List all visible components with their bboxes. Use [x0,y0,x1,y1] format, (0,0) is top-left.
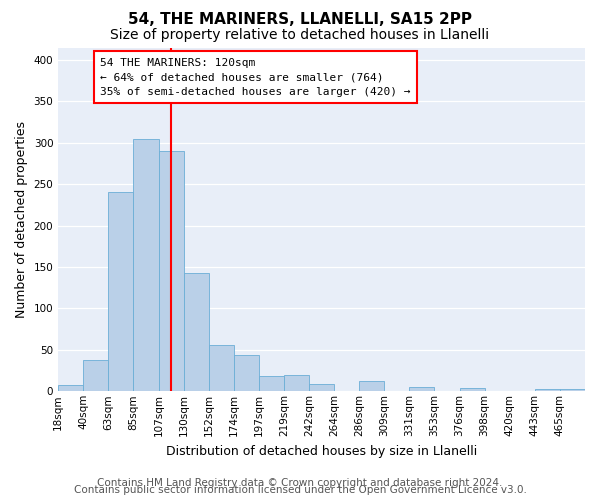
Bar [460,388,485,392]
Bar [109,192,133,392]
Bar [58,384,83,392]
Text: Size of property relative to detached houses in Llanelli: Size of property relative to detached ho… [110,28,490,42]
Bar [284,374,309,392]
Bar [234,355,259,392]
Bar [158,151,184,392]
Bar [309,384,334,392]
Bar [209,345,234,392]
Bar [359,382,385,392]
Text: Contains public sector information licensed under the Open Government Licence v3: Contains public sector information licen… [74,485,526,495]
Text: 54, THE MARINERS, LLANELLI, SA15 2PP: 54, THE MARINERS, LLANELLI, SA15 2PP [128,12,472,28]
Text: 54 THE MARINERS: 120sqm
← 64% of detached houses are smaller (764)
35% of semi-d: 54 THE MARINERS: 120sqm ← 64% of detache… [100,58,411,96]
Bar [133,138,158,392]
X-axis label: Distribution of detached houses by size in Llanelli: Distribution of detached houses by size … [166,444,477,458]
Bar [83,360,109,392]
Y-axis label: Number of detached properties: Number of detached properties [15,121,28,318]
Bar [184,273,209,392]
Bar [560,389,585,392]
Bar [259,376,284,392]
Text: Contains HM Land Registry data © Crown copyright and database right 2024.: Contains HM Land Registry data © Crown c… [97,478,503,488]
Bar [535,389,560,392]
Bar [409,387,434,392]
